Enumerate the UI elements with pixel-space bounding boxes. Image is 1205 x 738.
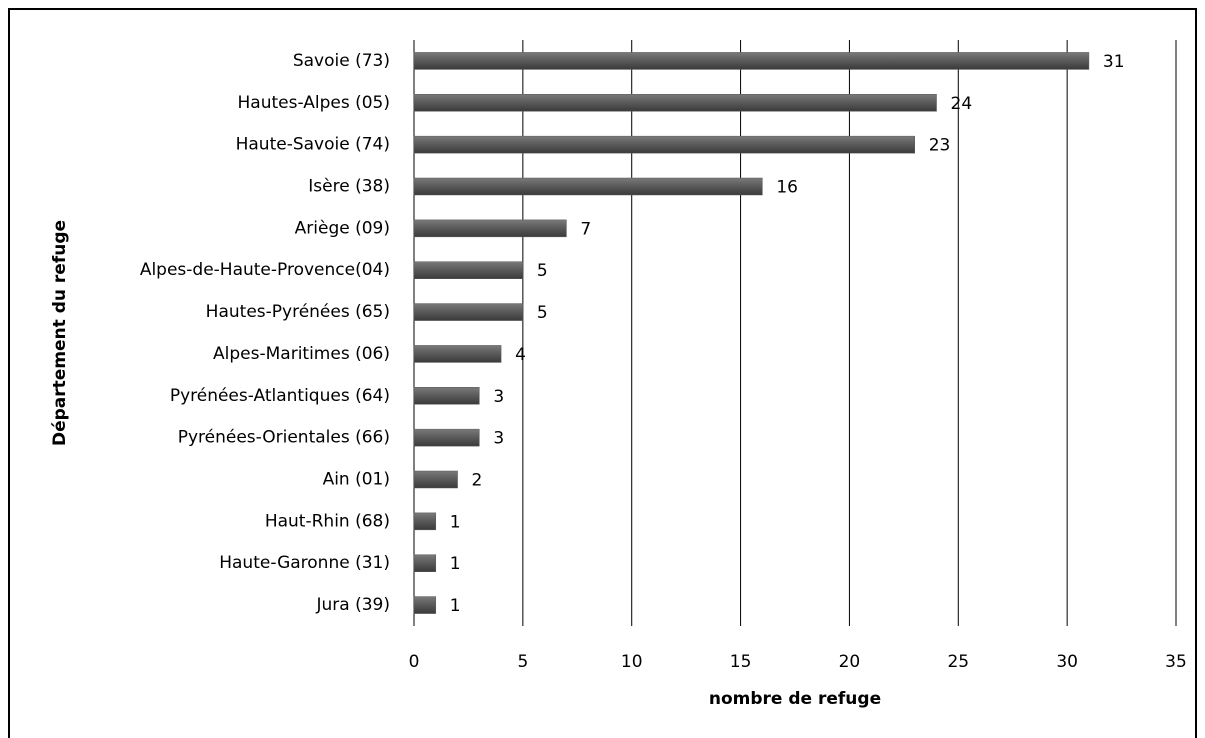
y-tick-label: Pyrénées-Atlantiques (64) (170, 386, 390, 406)
data-label: 16 (776, 178, 798, 198)
y-tick-label: Alpes-de-Haute-Provence(04) (140, 260, 390, 280)
y-tick-label: Hautes-Alpes (05) (238, 93, 390, 113)
y-tick-label: Jura (39) (316, 595, 391, 615)
y-tick-label: Pyrénées-Orientales (66) (178, 428, 390, 448)
y-tick-label: Savoie (73) (293, 51, 390, 71)
x-tick-label: 25 (947, 652, 969, 672)
bar (413, 387, 480, 405)
bar (413, 428, 480, 447)
y-tick-label: Alpes-Maritimes (06) (213, 344, 390, 364)
x-axis-title: nombre de refuge (709, 689, 881, 709)
data-label: 2 (472, 471, 483, 491)
x-tick-label: 35 (1165, 652, 1187, 672)
data-label: 23 (929, 136, 951, 156)
y-tick-label: Haute-Savoie (74) (236, 135, 390, 155)
bar (413, 261, 524, 279)
x-tick-label: 10 (621, 652, 643, 672)
y-tick-label: Ain (01) (323, 470, 390, 490)
data-label: 1 (450, 554, 461, 574)
bar (413, 52, 1090, 70)
data-label: 5 (537, 303, 548, 323)
x-tick-label: 0 (409, 652, 420, 672)
bar (413, 94, 937, 112)
data-label: 31 (1103, 52, 1125, 72)
y-tick-label: Haute-Garonne (31) (219, 553, 390, 573)
y-tick-label: Isère (38) (308, 177, 390, 197)
bar (413, 512, 437, 531)
y-tick-label: Hautes-Pyrénées (65) (206, 302, 390, 322)
x-tick-label: 30 (1056, 652, 1078, 672)
data-label: 3 (493, 387, 504, 407)
data-label: 3 (493, 429, 504, 449)
y-tick-label: Ariège (09) (295, 218, 390, 238)
data-label: 4 (515, 345, 526, 365)
x-tick-label: 20 (839, 652, 861, 672)
bar (413, 219, 567, 238)
bar (413, 303, 524, 321)
bar (413, 470, 458, 489)
x-tick-label: 15 (730, 652, 752, 672)
bar (413, 596, 437, 614)
y-tick-label: Haut-Rhin (68) (265, 511, 390, 531)
y-axis-title: Département du refuge (50, 220, 70, 446)
data-label: 1 (450, 512, 461, 532)
bar (413, 554, 437, 572)
data-label: 24 (951, 94, 973, 114)
bar (413, 345, 502, 363)
data-label: 5 (537, 261, 548, 281)
data-label: 1 (450, 596, 461, 616)
bar (413, 177, 763, 196)
x-tick-label: 5 (517, 652, 528, 672)
bar (413, 135, 915, 154)
frame (8, 8, 1197, 738)
data-label: 7 (580, 219, 591, 239)
